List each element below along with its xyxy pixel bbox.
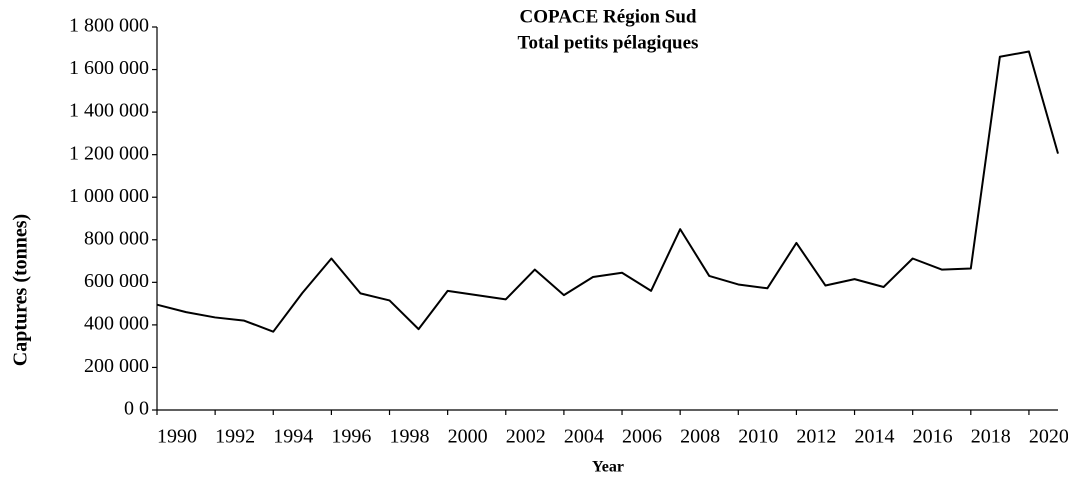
x-tick-label: 1996 — [331, 426, 371, 448]
y-tick-label: 1 200 000 — [69, 142, 149, 164]
y-tick-label: 0 0 — [124, 398, 149, 420]
x-tick-label: 2008 — [680, 426, 720, 448]
y-tick-label: 800 000 — [84, 227, 149, 249]
x-tick-label: 2012 — [796, 426, 836, 448]
data-line — [156, 50, 1059, 333]
x-tick-label: 2018 — [971, 426, 1011, 448]
y-tick-label: 1 400 000 — [69, 100, 149, 122]
y-tick-label: 1 600 000 — [69, 57, 149, 79]
x-tick-label: 1992 — [215, 426, 255, 448]
y-tick-label: 600 000 — [84, 270, 149, 292]
y-axis-label: Captures (tonnes) — [10, 214, 32, 366]
y-tick-label: 1 800 000 — [69, 15, 149, 37]
y-tick-label: 1 000 000 — [69, 185, 149, 207]
x-tick-label: 2000 — [448, 426, 488, 448]
chart-subtitle: Total petits pélagiques — [518, 32, 699, 53]
x-tick-label: 1998 — [390, 426, 430, 448]
x-tick-label: 1990 — [157, 426, 197, 448]
y-tick-label: 200 000 — [84, 355, 149, 377]
x-tick-label: 2014 — [855, 426, 895, 448]
x-tick-label: 2006 — [622, 426, 662, 448]
x-tick-label: 1994 — [273, 426, 313, 448]
x-axis-label: Year — [592, 459, 624, 476]
x-tick-label: 2002 — [506, 426, 546, 448]
x-tick-label: 2016 — [913, 426, 953, 448]
x-tick-label: 2010 — [738, 426, 778, 448]
x-tick-label: 2004 — [564, 426, 604, 448]
y-tick-label: 400 000 — [84, 312, 149, 334]
x-tick-label: 2020 — [1029, 426, 1068, 448]
chart-title: COPACE Région Sud — [519, 6, 696, 27]
